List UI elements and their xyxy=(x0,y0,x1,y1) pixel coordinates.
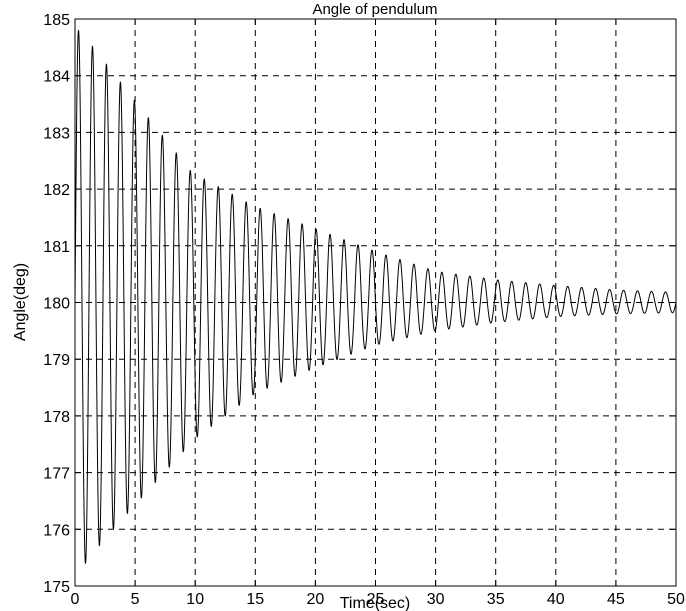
x-tick-label: 40 xyxy=(547,591,565,608)
x-tick-labels: 0 5 10 15 20 25 30 35 40 45 50 xyxy=(71,591,685,608)
angle-series-line xyxy=(74,29,677,564)
y-tick-label: 185 xyxy=(43,12,70,29)
y-tick-labels: 175 176 177 178 179 180 181 182 183 184 185 xyxy=(43,12,70,596)
x-tick-label: 35 xyxy=(487,591,505,608)
y-tick-label: 179 xyxy=(43,352,70,369)
chart-title: Angle of pendulum xyxy=(312,1,437,18)
tick-marks xyxy=(74,18,677,587)
x-tick-label: 10 xyxy=(186,591,204,608)
x-axis-title: Time(sec) xyxy=(340,595,411,611)
y-tick-label: 181 xyxy=(43,239,70,256)
x-tick-label: 20 xyxy=(307,591,325,608)
x-tick-label: 25 xyxy=(367,591,385,608)
x-tick-label: 50 xyxy=(667,591,685,608)
y-tick-label: 178 xyxy=(43,409,70,426)
y-tick-label: 182 xyxy=(43,182,70,199)
y-tick-label: 180 xyxy=(43,296,70,313)
x-tick-label: 30 xyxy=(427,591,445,608)
y-tick-label: 177 xyxy=(43,466,70,483)
series-group xyxy=(74,29,677,564)
grid-lines xyxy=(75,19,676,586)
y-tick-label: 184 xyxy=(43,69,70,86)
y-tick-label: 175 xyxy=(43,579,70,596)
y-tick-label: 183 xyxy=(43,125,70,142)
y-tick-label: 176 xyxy=(43,522,70,539)
x-tick-label: 45 xyxy=(607,591,625,608)
x-tick-label: 5 xyxy=(131,591,140,608)
x-tick-label: 0 xyxy=(71,591,80,608)
y-axis-title: Angle(deg) xyxy=(12,263,29,341)
x-tick-label: 15 xyxy=(246,591,264,608)
